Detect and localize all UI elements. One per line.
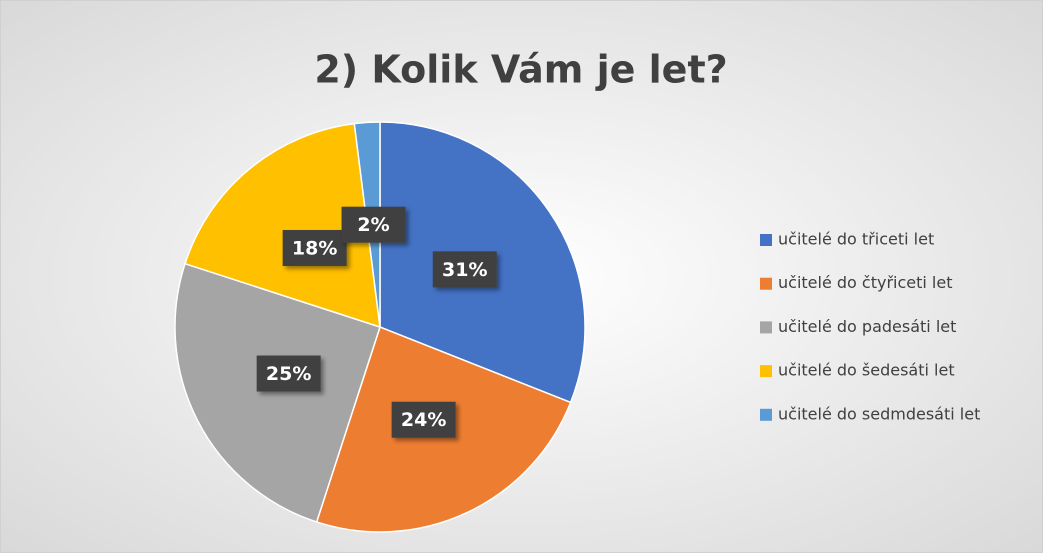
- data-label-text: 24%: [401, 409, 446, 431]
- legend-label: učitelé do třiceti let: [778, 230, 934, 249]
- data-label: 25%: [256, 355, 321, 392]
- pie-slice: [184, 122, 381, 329]
- legend-swatch: [760, 408, 772, 421]
- legend-swatch: [760, 277, 772, 290]
- data-label-text: 2%: [357, 214, 389, 236]
- data-label-text: 25%: [266, 363, 311, 385]
- data-label: 31%: [432, 251, 497, 288]
- data-label-box: [282, 230, 347, 267]
- data-label-text: 31%: [442, 259, 487, 281]
- data-label-box: [341, 206, 406, 243]
- data-label: 18%: [282, 230, 347, 267]
- data-label-box: [432, 251, 497, 288]
- data-label: 24%: [391, 401, 456, 438]
- legend-label: učitelé do sedmdesáti let: [778, 404, 980, 423]
- data-label-text: 18%: [292, 238, 337, 260]
- data-label-box: [256, 355, 321, 392]
- legend-swatch: [760, 365, 772, 378]
- data-label: 2%: [341, 206, 406, 243]
- legend-swatch: [760, 234, 772, 246]
- legend-label: učitelé do čtyřiceti let: [778, 273, 952, 292]
- pie-slice: [174, 262, 381, 523]
- legend-label: učitelé do padesáti let: [778, 317, 956, 336]
- legend-label: učitelé do šedesáti let: [778, 361, 955, 380]
- data-label-box: [391, 401, 456, 438]
- legend-swatch: [760, 321, 772, 334]
- chart-title: 2) Kolik Vám je let?: [314, 48, 727, 92]
